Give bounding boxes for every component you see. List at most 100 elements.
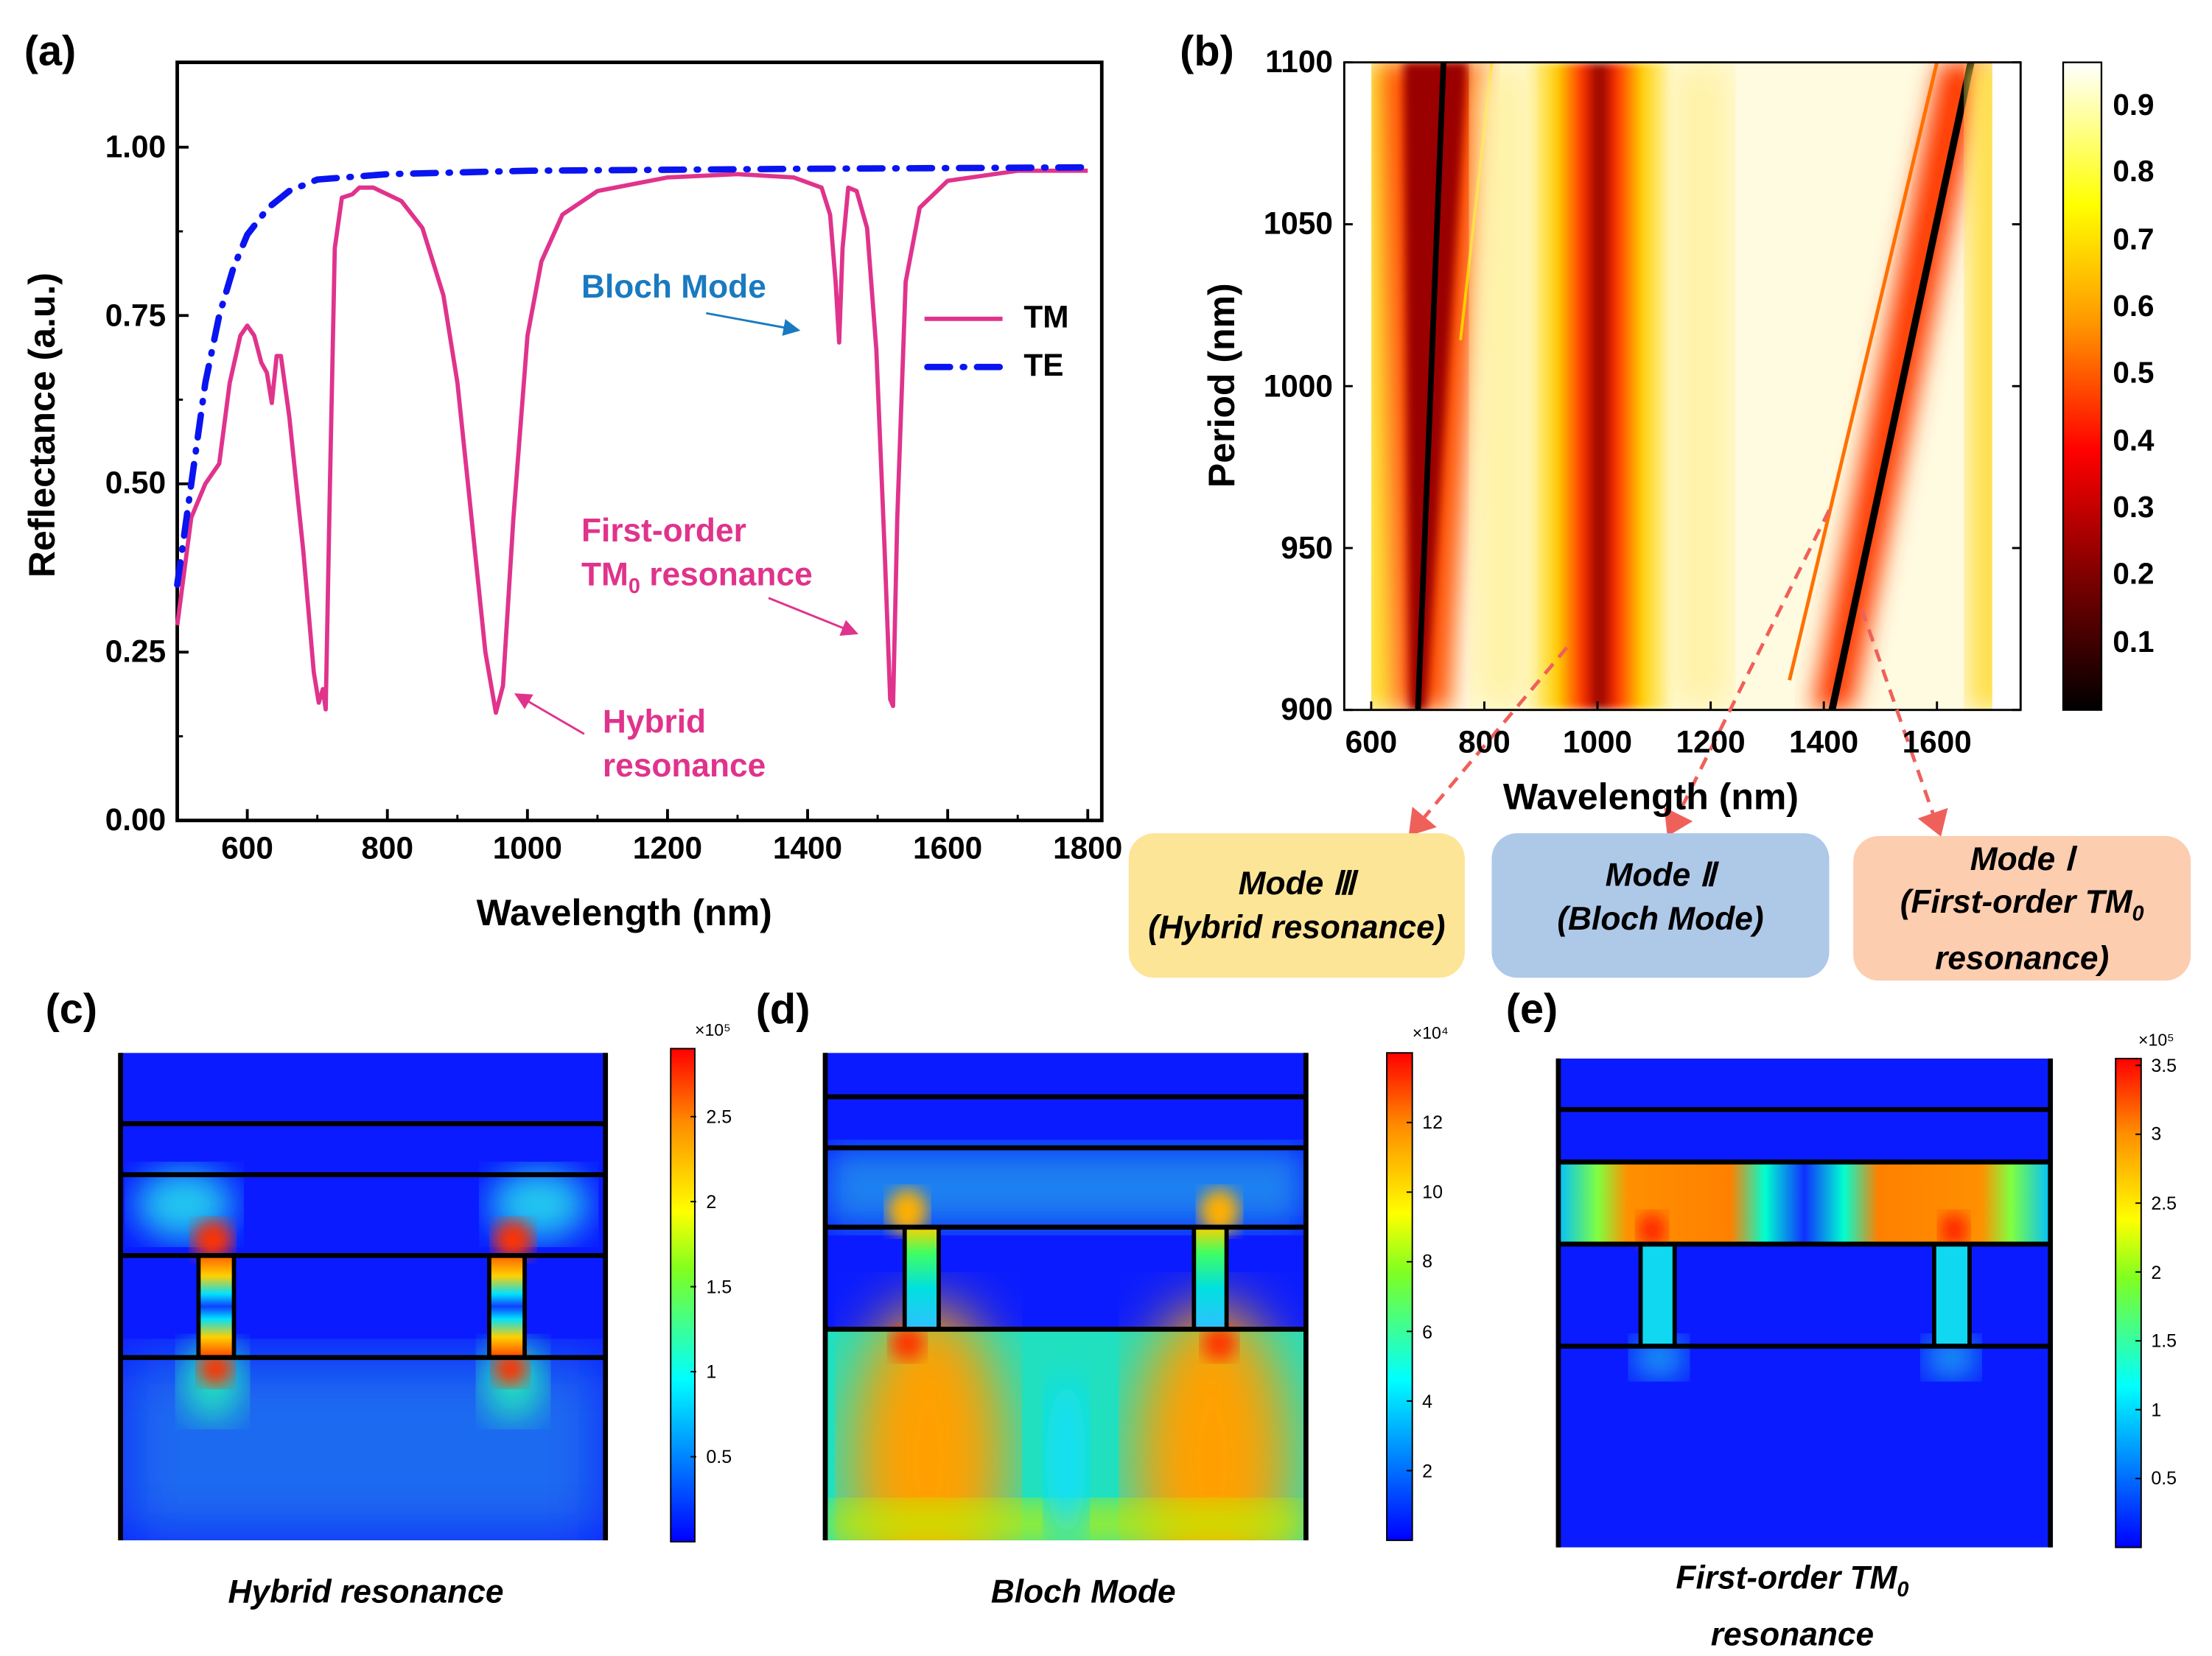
x-axis-title-b: Wavelength (nm) — [1502, 775, 1799, 818]
x-tick-label-a: 1000 — [492, 830, 562, 866]
colorbar-tick-label-c: 1.5 — [706, 1276, 732, 1298]
colorbar-e-exponent: ×10⁵ — [2138, 1030, 2174, 1050]
colorbar-tick-label-e: 0.5 — [2151, 1467, 2177, 1490]
colorbar-tick-label-b: 0.6 — [2113, 290, 2155, 323]
annotation-hybrid-line1: Hybrid — [602, 703, 707, 740]
colorbar-tick-label-d: 12 — [1422, 1112, 1443, 1134]
y-tick-label-b: 1100 — [1265, 43, 1333, 80]
bloch-mode-arrow — [706, 312, 801, 336]
series-te-line — [174, 164, 1091, 589]
caption-e-subscript: 0 — [1897, 1578, 1909, 1602]
mode-2-title: Mode Ⅱ — [1605, 855, 1716, 893]
panel-e-label: (e) — [1505, 986, 1558, 1034]
mode-2-arrow — [1664, 509, 1831, 837]
colorbar-tick-label-d: 2 — [1422, 1459, 1433, 1481]
caption-d: Bloch Mode — [990, 1573, 1176, 1610]
annotation-tm-text: TM — [581, 555, 629, 593]
first-order-arrow — [768, 597, 859, 636]
mode-2-box: Mode Ⅱ (Bloch Mode) — [1491, 833, 1830, 978]
heatmap-colorbar — [2062, 61, 2103, 711]
panel-d-label: (d) — [755, 986, 811, 1034]
y-tick-label-a: 0.75 — [105, 297, 167, 333]
x-tick-label-a: 1600 — [913, 830, 983, 866]
colorbar-tick-label-e: 1.5 — [2151, 1330, 2177, 1352]
y-tick-label-a: 0.00 — [105, 801, 167, 838]
mode-1-box: Mode Ⅰ (First-order TM0 resonance) — [1853, 835, 2191, 981]
y-tick-label-a: 1.00 — [105, 128, 167, 164]
colorbar-tick-label-b: 0.2 — [2113, 558, 2155, 592]
series-tm-line — [175, 168, 1088, 715]
colorbar-tick-label-d: 6 — [1422, 1320, 1433, 1342]
colorbar-tick-label-d: 8 — [1422, 1251, 1433, 1273]
annotation-resonance-text: resonance — [640, 555, 813, 593]
colorbar-tick-label-e: 2 — [2151, 1261, 2162, 1283]
colorbar-tick-label-b: 0.5 — [2113, 357, 2155, 390]
y-tick-label-a: 0.50 — [105, 465, 167, 501]
panel-a-label: (a) — [24, 28, 77, 75]
caption-e: First-order TM0 resonance — [1676, 1556, 1908, 1656]
caption-e-line2: resonance — [1710, 1615, 1875, 1652]
annotation-first-order-line2: TM0 resonance — [581, 555, 813, 599]
colorbar-tick-label-b: 0.3 — [2113, 491, 2155, 524]
x-axis-title-a: Wavelength (nm) — [476, 891, 772, 934]
colorbar-tick-label-c: 2 — [706, 1190, 717, 1213]
y-tick-label-b: 1000 — [1263, 368, 1333, 404]
colorbar-tick-label-b: 0.9 — [2113, 89, 2155, 122]
colorbar-tick-label-c: 1 — [706, 1361, 717, 1383]
colorbar-tick-label-b: 0.4 — [2113, 424, 2155, 457]
colorbar-tick-label-e: 1 — [2151, 1399, 2162, 1421]
hybrid-arrow — [514, 693, 585, 735]
y-tick-label-b: 1050 — [1263, 206, 1333, 242]
colorbar-tick-label-d: 10 — [1422, 1181, 1443, 1203]
mode-2-desc: (Bloch Mode) — [1557, 899, 1764, 937]
colorbar-tick-label-e: 3 — [2151, 1123, 2162, 1145]
colorbar-d — [1386, 1052, 1413, 1541]
mode-1-arrow — [1860, 608, 1948, 837]
panel-c-label: (c) — [45, 986, 98, 1034]
layer-boundaries-e — [1555, 1058, 2054, 1548]
colorbar-tick-label-e: 2.5 — [2151, 1192, 2177, 1214]
layer-boundaries-d — [822, 1053, 1309, 1540]
plot-frame-a — [175, 60, 1104, 823]
mode-1-subscript: 0 — [2132, 902, 2144, 927]
layer-boundaries-c — [118, 1053, 609, 1540]
colorbar-tick-label-e: 3.5 — [2151, 1054, 2177, 1076]
colorbar-tick-label-c: 0.5 — [706, 1446, 732, 1467]
field-map-hybrid — [120, 1053, 606, 1540]
y-tick-label-b: 950 — [1281, 529, 1333, 566]
annotation-hybrid-line2: resonance — [602, 746, 766, 784]
mode-3-box: Mode Ⅲ (Hybrid resonance) — [1128, 833, 1465, 978]
y-tick-label-a: 0.25 — [105, 634, 167, 670]
colorbar-tick-label-d: 4 — [1422, 1390, 1433, 1412]
colorbar-c — [670, 1048, 696, 1543]
y-tick-label-b: 900 — [1281, 691, 1333, 727]
x-tick-label-a: 600 — [221, 830, 273, 866]
x-tick-label-a: 1800 — [1053, 830, 1123, 866]
colorbar-tick-label-b: 0.8 — [2113, 156, 2155, 189]
x-tick-label-b: 1600 — [1902, 723, 1972, 760]
x-tick-label-b: 1000 — [1562, 723, 1633, 760]
mode-3-title: Mode Ⅲ — [1238, 864, 1356, 902]
mode-3-arrow — [1408, 646, 1569, 836]
heatmap-image — [1371, 62, 1992, 710]
colorbar-e — [2115, 1057, 2142, 1548]
mode-1-title: Mode Ⅰ — [1970, 841, 2074, 878]
colorbar-tick-label-c: 2.5 — [706, 1106, 732, 1128]
colorbar-d-exponent: ×10⁴ — [1412, 1022, 1449, 1043]
x-tick-label-a: 1400 — [772, 830, 843, 866]
mode-1-desc-line3: resonance) — [1935, 938, 2110, 976]
x-tick-label-b: 1200 — [1676, 723, 1746, 760]
caption-e-line1: First-order TM0 — [1676, 1556, 1908, 1612]
caption-c: Hybrid resonance — [228, 1573, 504, 1610]
annotation-tm-subscript: 0 — [628, 575, 640, 599]
annotation-first-order-line1: First-order — [581, 511, 746, 549]
panel-b-label: (b) — [1180, 28, 1234, 75]
mode-1-desc: (First-order TM0 — [1853, 880, 2191, 936]
x-tick-label-b: 600 — [1345, 723, 1398, 760]
x-tick-label-b: 800 — [1458, 723, 1511, 760]
colorbar-c-exponent: ×10⁵ — [694, 1020, 731, 1040]
